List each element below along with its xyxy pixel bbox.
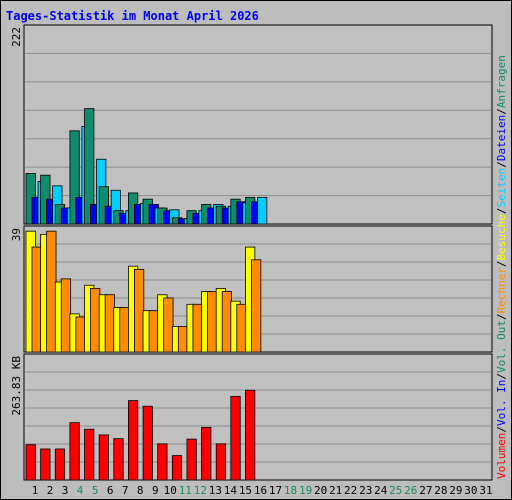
bar-volumen-day-4 — [69, 422, 80, 481]
x-tick-label-day-11: 11 — [179, 484, 192, 497]
bar-anfragen-day-5 — [84, 108, 95, 225]
x-tick-label-day-28: 28 — [434, 484, 447, 497]
legend-separator: / — [495, 108, 508, 115]
bar-rechner-day-9 — [148, 310, 159, 353]
x-tick-label-day-12: 12 — [194, 484, 207, 497]
bar-volumen-day-9 — [142, 405, 153, 481]
legend-entry-anfragen: Anfragen — [495, 55, 508, 108]
legend-text: Volumen/Vol. In/Vol. Out/Rechner/Besuche… — [495, 55, 508, 479]
bar-rechner-day-12 — [192, 303, 203, 353]
chart-legend: Volumen/Vol. In/Vol. Out/Rechner/Besuche… — [495, 55, 508, 479]
bar-volumen-day-5 — [84, 428, 95, 481]
legend-separator: / — [495, 260, 508, 267]
panel-requests-ymax-label: 222 — [10, 27, 23, 47]
bar-rechner-day-16 — [251, 259, 262, 353]
bar-volumen-day-3 — [54, 448, 66, 481]
x-tick-label-day-23: 23 — [359, 484, 372, 497]
bar-volumen-day-16 — [245, 389, 256, 481]
panel-requests: 222 — [10, 24, 493, 225]
bar-volumen-day-10 — [157, 443, 168, 481]
x-tick-label-day-29: 29 — [449, 484, 462, 497]
bar-anfragen-day-6 — [98, 186, 109, 225]
bar-volumen-day-12 — [186, 438, 197, 481]
x-tick-label-day-30: 30 — [464, 484, 477, 497]
bar-rechner-day-11 — [177, 326, 189, 353]
legend-separator: / — [495, 161, 508, 168]
legend-entry-vol-in: Vol. In — [495, 380, 508, 426]
x-tick-label-day-18: 18 — [284, 484, 297, 497]
x-tick-label-day-16: 16 — [254, 484, 267, 497]
panel-volume-ymax-label: 263.83 KB — [10, 356, 23, 416]
legend-separator: / — [495, 426, 508, 433]
x-tick-label-day-14: 14 — [224, 484, 238, 497]
bar-rechner-day-5 — [90, 288, 101, 353]
legend-entry-besuche: Besuche — [495, 214, 508, 260]
x-tick-label-day-24: 24 — [374, 484, 388, 497]
panel-visits-ymax-label: 39 — [10, 228, 23, 241]
bar-seiten-day-16 — [257, 196, 268, 225]
x-tick-label-day-20: 20 — [314, 484, 327, 497]
bar-rechner-day-2 — [46, 230, 57, 353]
legend-separator: / — [495, 373, 508, 380]
bar-anfragen-day-4 — [69, 130, 80, 225]
x-tick-label-day-4: 4 — [77, 484, 84, 497]
bar-volumen-day-15 — [230, 395, 241, 481]
x-tick-label-day-8: 8 — [137, 484, 144, 497]
legend-entry-dateien: Dateien — [495, 115, 508, 161]
bar-rechner-day-15 — [236, 303, 247, 353]
bar-volumen-day-7 — [113, 438, 124, 481]
bar-rechner-day-13 — [207, 291, 218, 353]
x-tick-label-day-15: 15 — [239, 484, 252, 497]
bar-rechner-day-6 — [104, 294, 115, 353]
bar-rechner-day-7 — [119, 307, 130, 353]
bar-volumen-day-1 — [25, 444, 36, 481]
x-tick-label-day-31: 31 — [479, 484, 492, 497]
bar-rechner-day-1 — [31, 246, 42, 353]
x-tick-label-day-13: 13 — [209, 484, 222, 497]
bar-volumen-day-6 — [98, 434, 109, 481]
legend-entry-seiten: Seiten — [495, 168, 508, 208]
bar-volumen-day-13 — [201, 426, 212, 481]
x-axis-day-labels: 1 2 3 4 5 6 7 8 9 10 11 12 13 14 15 16 17 18 19 20 21 22 23 24 2… — [32, 484, 493, 497]
x-tick-label-day-5: 5 — [92, 484, 99, 497]
x-tick-label-day-17: 17 — [269, 484, 282, 497]
bar-volumen-day-8 — [128, 400, 139, 481]
bar-volumen-day-2 — [40, 448, 51, 481]
x-tick-label-day-10: 10 — [164, 484, 177, 497]
legend-separator: / — [495, 313, 508, 320]
x-tick-label-day-6: 6 — [107, 484, 114, 497]
x-tick-label-day-21: 21 — [329, 484, 342, 497]
x-tick-label-day-2: 2 — [47, 484, 54, 497]
legend-entry-vol-out: Vol. Out — [495, 320, 508, 373]
legend-entry-rechner: Rechner — [495, 267, 508, 314]
panel-volume: 263.83 KB — [10, 353, 493, 481]
x-tick-label-day-22: 22 — [344, 484, 357, 497]
x-tick-label-day-1: 1 — [32, 484, 39, 497]
x-tick-label-day-25: 25 — [389, 484, 402, 497]
x-tick-label-day-19: 19 — [299, 484, 312, 497]
bar-rechner-day-4 — [75, 316, 86, 353]
legend-entry-volumen: Volumen — [495, 433, 508, 479]
x-tick-label-day-27: 27 — [419, 484, 432, 497]
bar-volumen-day-14 — [215, 443, 226, 481]
bar-rechner-day-10 — [163, 297, 174, 353]
x-tick-label-day-26: 26 — [404, 484, 417, 497]
panel-visits: 39 — [10, 225, 493, 353]
bar-rechner-day-14 — [221, 291, 232, 353]
bar-volumen-day-11 — [171, 455, 183, 481]
legend-separator: / — [495, 207, 508, 214]
x-tick-label-day-3: 3 — [62, 484, 69, 497]
bar-rechner-day-3 — [60, 278, 72, 353]
chart-panels: 222 39 263.83 KB — [10, 24, 493, 481]
x-tick-label-day-7: 7 — [122, 484, 129, 497]
bar-rechner-day-8 — [134, 268, 145, 353]
chart-title: Tages-Statistik im Monat April 2026 — [6, 9, 259, 23]
x-tick-label-day-9: 9 — [152, 484, 159, 497]
